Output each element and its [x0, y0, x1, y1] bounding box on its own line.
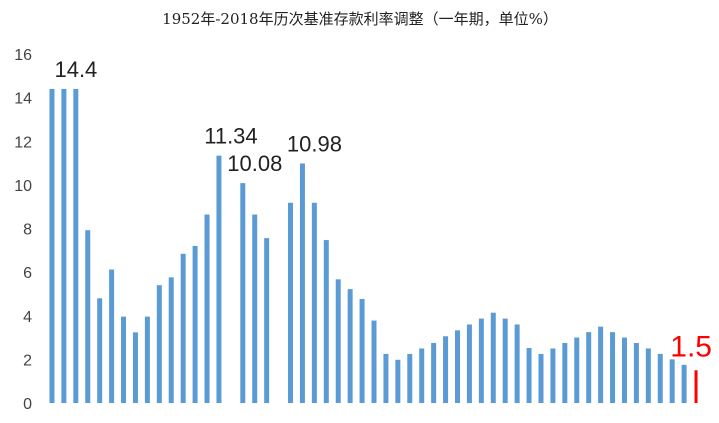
bar-highlight	[694, 370, 698, 403]
bar	[132, 332, 138, 403]
y-tick-label: 10	[14, 178, 32, 195]
bar	[311, 202, 317, 403]
bar	[180, 253, 186, 403]
bar	[514, 324, 520, 403]
bar	[454, 330, 460, 403]
bar	[633, 343, 639, 403]
bar	[323, 240, 329, 403]
y-tick-label: 12	[14, 134, 32, 151]
bar	[73, 88, 79, 404]
y-tick-label: 0	[23, 396, 32, 413]
bar	[109, 269, 115, 403]
bar	[252, 214, 258, 403]
bar	[97, 298, 103, 403]
data-label: 10.08	[227, 151, 282, 176]
bar	[610, 332, 616, 403]
bar	[192, 245, 198, 403]
bar	[466, 324, 472, 403]
bar	[264, 238, 270, 403]
chart-title: 1952年-2018年历次基准存款利率调整（一年期，单位%）	[162, 10, 558, 28]
bar	[598, 326, 604, 403]
bar	[681, 364, 687, 403]
bar	[490, 312, 496, 403]
y-axis: 0 2 4 6 8 10 12 14 16	[14, 47, 32, 413]
bar	[168, 277, 174, 403]
bar	[85, 230, 91, 403]
bar	[359, 298, 365, 403]
bar	[371, 320, 377, 403]
bar	[121, 316, 127, 403]
bar	[574, 337, 580, 403]
bar	[443, 336, 449, 403]
bar	[216, 155, 222, 403]
bar	[502, 318, 508, 403]
bar	[335, 279, 341, 403]
bar	[299, 163, 305, 403]
bar	[550, 348, 556, 403]
data-label: 14.4	[54, 57, 97, 82]
bars	[49, 88, 698, 404]
bar	[49, 88, 55, 404]
bar	[204, 214, 210, 403]
bar	[347, 289, 353, 403]
data-label: 10.98	[287, 131, 342, 156]
bar	[645, 348, 651, 403]
bar	[156, 285, 162, 403]
bar	[288, 202, 294, 403]
bar	[586, 332, 592, 403]
bar	[144, 316, 150, 403]
bar	[240, 183, 246, 403]
bar	[669, 359, 675, 403]
bar	[419, 348, 425, 403]
bar	[526, 348, 532, 403]
y-tick-label: 6	[23, 265, 32, 282]
bar	[478, 318, 484, 403]
data-label: 1.5	[670, 330, 712, 363]
bar	[431, 343, 437, 403]
bar	[407, 353, 413, 403]
bar	[538, 353, 544, 403]
bar	[395, 359, 401, 403]
y-tick-label: 2	[23, 352, 32, 369]
data-label: 11.34	[204, 124, 257, 149]
bar	[383, 353, 389, 403]
y-tick-label: 14	[14, 91, 32, 108]
y-tick-label: 4	[23, 309, 32, 326]
bar	[61, 88, 67, 404]
bar	[621, 337, 627, 403]
bar	[562, 343, 568, 403]
y-tick-label: 16	[14, 47, 32, 64]
bar	[657, 353, 663, 403]
y-tick-label: 8	[23, 222, 32, 239]
